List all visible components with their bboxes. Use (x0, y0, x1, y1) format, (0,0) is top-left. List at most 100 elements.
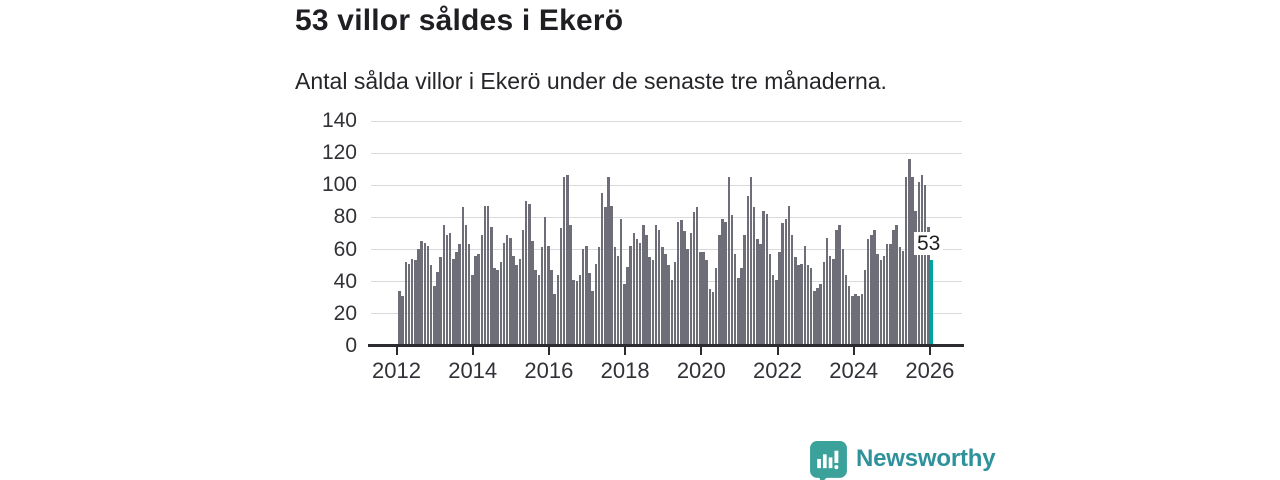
bar (664, 253, 667, 346)
bar (410, 258, 414, 346)
bar (471, 274, 474, 346)
bar (439, 257, 442, 346)
newsworthy-logo: Newsworthy (810, 441, 996, 480)
bar (743, 234, 746, 346)
gridline-140 (371, 120, 962, 122)
bar (673, 261, 677, 346)
bar (860, 294, 864, 346)
y-axis-label: 40 (333, 269, 357, 293)
bar (464, 224, 468, 346)
bar (847, 286, 851, 346)
bar (740, 268, 743, 346)
bar (572, 279, 575, 346)
bar (895, 224, 898, 346)
bar (794, 257, 797, 346)
bar (496, 269, 499, 346)
bar (588, 273, 591, 346)
x-axis-tick (776, 346, 779, 355)
bar (838, 224, 841, 346)
bar (642, 224, 645, 346)
bar (398, 290, 401, 346)
x-axis-label: 2020 (676, 358, 726, 383)
bar (870, 234, 873, 346)
bar (566, 175, 569, 346)
bar (613, 247, 617, 346)
bar (923, 184, 927, 346)
bar (781, 223, 784, 346)
bar (775, 279, 778, 346)
bar (749, 176, 753, 346)
bar (680, 220, 683, 346)
bar (461, 207, 465, 346)
bar (540, 247, 544, 346)
x-axis-label: 2024 (829, 358, 879, 383)
bar (433, 286, 436, 346)
bar (486, 205, 490, 346)
bar (499, 261, 503, 346)
bar (531, 241, 534, 346)
bar (629, 245, 632, 346)
bar (695, 207, 699, 346)
bar (477, 253, 480, 346)
y-axis-label: 20 (333, 301, 357, 325)
bar (483, 205, 487, 346)
bar (873, 229, 876, 346)
bar (927, 226, 930, 346)
x-axis-label: 2014 (448, 358, 498, 383)
bar (604, 207, 607, 346)
bar (635, 239, 639, 346)
bar (737, 278, 740, 346)
bar (699, 252, 702, 346)
y-axis-label: 80 (333, 205, 357, 229)
bar (401, 295, 404, 346)
y-axis-label: 60 (333, 237, 357, 261)
gridline-60 (371, 249, 962, 251)
bar (474, 255, 477, 346)
bar (654, 224, 658, 346)
bar (854, 294, 857, 346)
bar (813, 290, 816, 346)
bar (686, 249, 689, 346)
bar (841, 249, 845, 346)
bar (417, 249, 420, 346)
bar (803, 245, 807, 346)
bar (765, 213, 769, 346)
bar (914, 210, 917, 346)
bar (420, 241, 423, 346)
bar (553, 294, 556, 346)
chart-subtitle: Antal sålda villor i Ekerö under de sena… (295, 68, 887, 94)
bar (882, 255, 886, 346)
bar (863, 269, 867, 346)
bar (714, 268, 718, 346)
y-axis-label: 0 (345, 334, 357, 357)
bar (581, 249, 585, 346)
bar (547, 245, 550, 346)
highlight-bar (930, 260, 933, 346)
bar (771, 274, 775, 346)
bar (594, 263, 598, 346)
x-axis-tick (471, 346, 474, 355)
bar (911, 176, 914, 346)
x-axis-tick (928, 346, 931, 355)
bar (828, 255, 832, 346)
bar (626, 266, 629, 346)
bar (825, 237, 829, 346)
bar (727, 176, 731, 346)
bar (591, 290, 594, 346)
bar (436, 271, 439, 346)
bar (607, 176, 610, 346)
bar (505, 234, 509, 346)
bar (543, 216, 547, 346)
bar (670, 279, 674, 346)
bar (452, 258, 455, 346)
x-axis-tick (395, 346, 398, 355)
bar (667, 265, 670, 346)
bar (917, 181, 921, 346)
bar (800, 263, 803, 346)
bar (442, 224, 446, 346)
bar (661, 247, 664, 346)
x-axis-tick (547, 346, 550, 355)
bar (866, 239, 870, 346)
bar (832, 258, 835, 346)
